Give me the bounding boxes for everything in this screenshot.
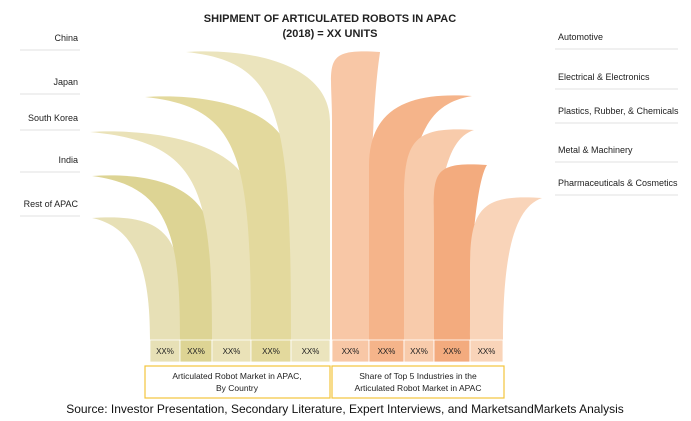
chart-title-line2: (2018) = XX UNITS: [282, 28, 377, 40]
category-label-south-korea: South Korea: [28, 113, 78, 123]
right-group-box: [331, 365, 505, 399]
value-label: XX%: [156, 347, 174, 356]
value-label: XX%: [223, 347, 241, 356]
category-labels-layer: China Japan South Korea India Rest of APAC Au…: [24, 32, 679, 209]
ribbon-china: [186, 51, 330, 340]
value-label: XX%: [342, 347, 360, 356]
label-guides-layer: [20, 48, 678, 217]
value-cells-layer: XX% XX% XX% XX% XX% XX% XX% XX% XX% XX%: [149, 339, 504, 363]
ribbon-metal-machinery: [433, 164, 487, 340]
value-label: XX%: [410, 347, 428, 356]
value-label: XX%: [378, 347, 396, 356]
category-label-india: India: [58, 155, 78, 165]
value-label: XX%: [262, 347, 280, 356]
right-group-title-line1: Share of Top 5 Industries in the: [359, 371, 477, 381]
value-cell: [290, 339, 331, 363]
ribbon-pharmaceuticals-cosmetics: [470, 197, 542, 340]
value-label: XX%: [478, 347, 496, 356]
right-group-title-line2: Articulated Robot Market in APAC: [355, 383, 482, 393]
ribbon-plastics-rubber-chemicals: [404, 129, 474, 340]
value-label: XX%: [187, 347, 205, 356]
chart-title-line1: SHIPMENT OF ARTICULATED ROBOTS IN APAC: [204, 13, 456, 25]
category-label-china: China: [54, 33, 78, 43]
left-group-title-line1: Articulated Robot Market in APAC,: [172, 371, 301, 381]
ribbon-automotive: [331, 51, 380, 340]
left-group-title-line2: By Country: [216, 383, 259, 393]
source-note: Source: Investor Presentation, Secondary…: [66, 402, 624, 416]
ribbon-india: [92, 175, 212, 340]
category-label-pharmaceuticals-cosmetics: Pharmaceuticals & Cosmetics: [558, 178, 678, 188]
ribbon-electrical-electronics: [369, 95, 472, 340]
category-label-metal-machinery: Metal & Machinery: [558, 145, 633, 155]
category-label-plastics-rubber-chemicals: Plastics, Rubber, & Chemicals: [558, 106, 679, 116]
category-label-automotive: Automotive: [558, 32, 603, 42]
category-label-electrical-electronics: Electrical & Electronics: [558, 72, 650, 82]
left-group-box: [144, 365, 331, 399]
value-cell: [469, 339, 504, 363]
value-label: XX%: [302, 347, 320, 356]
category-label-rest-of-apac: Rest of APAC: [24, 199, 79, 209]
value-label: XX%: [443, 347, 461, 356]
ribbon-rest-of-apac: [92, 217, 180, 340]
ribbon-south-korea: [90, 131, 251, 340]
ribbon-japan: [145, 96, 291, 340]
category-label-japan: Japan: [53, 77, 78, 87]
ribbons-layer: [90, 51, 542, 340]
